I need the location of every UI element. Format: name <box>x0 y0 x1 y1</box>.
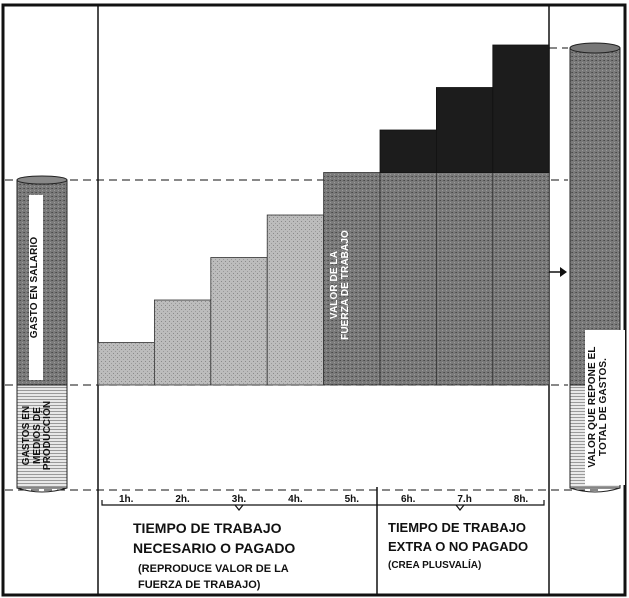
bar-8h. <box>492 172 550 386</box>
arrow <box>549 267 567 277</box>
hour-ticks: 1h. 2h. 3h. 4h. 5h. 6h. 7.h 8h. <box>119 494 528 505</box>
labor-value-label: VALOR DE LA FUERZA DE TRABAJO <box>329 230 351 340</box>
necessary-sub-line1: (REPRODUCE VALOR DE LA <box>138 563 289 575</box>
bar-3h. <box>210 257 268 386</box>
left-cylinder <box>16 175 68 493</box>
extra-bracket-pointer <box>455 504 465 511</box>
right-cylinder <box>569 42 625 493</box>
means-cylinder-segment <box>16 384 68 489</box>
hour-tick-label: 4h. <box>288 494 303 505</box>
right-cylinder-top <box>569 42 621 54</box>
hour-tick-label: 1h. <box>119 494 134 505</box>
hour-tick-label: 8h. <box>514 494 529 505</box>
left-cylinder-bottom <box>16 487 68 493</box>
left-cylinder-top <box>16 175 68 185</box>
bar-2h. <box>153 299 212 386</box>
surplus-bar-6h. <box>379 129 437 173</box>
surplus-bar-7.h <box>435 87 494 173</box>
outer-frame <box>1 3 627 597</box>
hour-tick-label: 6h. <box>401 494 416 505</box>
bar-7.h <box>435 172 494 386</box>
extra-title-line1: TIEMPO DE TRABAJO <box>388 520 526 535</box>
extra-title-line2: EXTRA O NO PAGADO <box>388 539 529 554</box>
hour-tick-label: 5h. <box>345 494 360 505</box>
hour-bars <box>97 44 550 386</box>
necessary-sub-line2: FUERZA DE TRABAJO) <box>138 579 261 591</box>
total-value-label: VALOR QUE REPONE EL TOTAL DE GASTOS. <box>587 346 609 468</box>
hour-tick-label: 2h. <box>175 494 190 505</box>
bar-6h. <box>379 172 437 386</box>
total-label-backing <box>585 330 625 485</box>
hour-tick-label: 7.h <box>457 494 471 505</box>
salary-label: GASTO EN SALARIO <box>29 236 40 339</box>
necessary-bracket-pointer <box>234 504 244 511</box>
salary-label-backing <box>29 195 43 380</box>
surplus-bar-8h. <box>492 44 550 173</box>
time-bracket-line <box>101 500 545 506</box>
means-label: GASTOS EN MEDIOS DE PRODUCCIÓN <box>21 400 53 471</box>
time-bracket <box>101 500 545 511</box>
hour-tick-label: 3h. <box>232 494 247 505</box>
extra-sub-line1: (CREA PLUSVALÍA) <box>388 560 482 571</box>
necessary-title-line1: TIEMPO DE TRABAJO <box>133 520 282 536</box>
bar-4h. <box>266 214 325 386</box>
necessary-title-line2: NECESARIO O PAGADO <box>133 540 296 556</box>
bar-1h. <box>97 342 155 386</box>
right-cylinder-bottom <box>569 487 621 493</box>
